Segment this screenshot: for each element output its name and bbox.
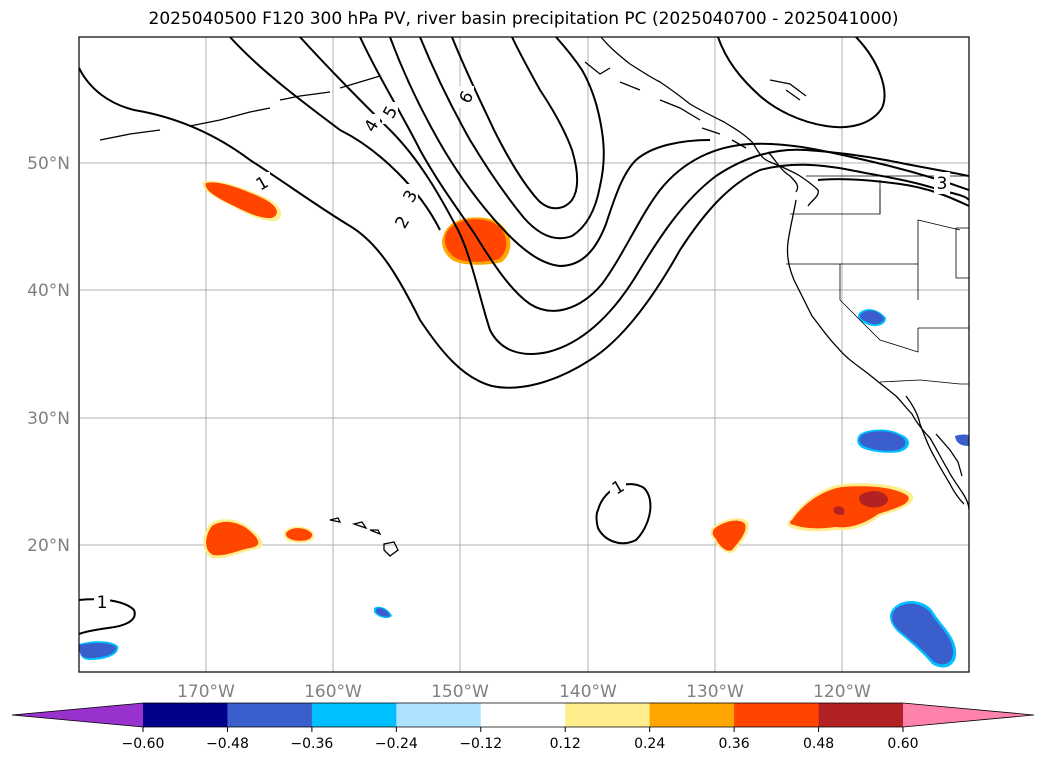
contour-label: 3	[937, 174, 948, 194]
baja-peninsula	[905, 395, 965, 505]
hawaiian-islands	[329, 517, 399, 557]
longitude-label: 160°W	[304, 682, 362, 702]
latitude-label: 40°N	[27, 281, 70, 301]
west-us-coastline	[786, 199, 969, 511]
precip-anomaly-negative	[892, 603, 954, 665]
colorbar-tick-label: −0.60	[122, 736, 165, 752]
pv-contour-4	[389, 37, 711, 268]
map-plot-area: 1 1 1 2 3 4 5 6 3	[79, 37, 969, 672]
colorbar-tick-label: −0.24	[375, 736, 418, 752]
precip-anomaly-positive	[285, 528, 313, 541]
latitude-label: 20°N	[27, 536, 70, 556]
pv-contour-1c	[717, 37, 886, 129]
colorbar-tick-label: −0.48	[206, 736, 249, 752]
coastlines	[99, 37, 969, 557]
aleutian-islands	[99, 75, 381, 141]
colorbar-tick-label: 0.12	[550, 736, 581, 752]
colorbar-segment	[734, 703, 820, 727]
colorbar-tick-label: 0.36	[719, 736, 750, 752]
longitude-label: 170°W	[177, 682, 235, 702]
alaska-islands	[584, 61, 807, 149]
colorbar-tick-label: −0.36	[290, 736, 333, 752]
pv-contour-5	[419, 37, 605, 240]
state-borders	[786, 175, 969, 385]
colorbar-segment	[818, 703, 904, 727]
precip-anomaly-negative	[79, 642, 117, 658]
longitude-label: 120°W	[813, 682, 871, 702]
colorbar-extension-low	[12, 703, 143, 727]
pv-contour-1	[79, 67, 969, 389]
precip-anomaly-positive	[712, 520, 746, 551]
bc-coastline	[767, 151, 799, 193]
pv-contour-3-east	[817, 178, 969, 207]
longitude-label: 150°W	[431, 682, 489, 702]
mexico-border	[879, 379, 969, 385]
pv-contour-6	[451, 37, 579, 210]
precip-anomaly-positive	[206, 521, 259, 556]
precip-anomaly-strong-positive	[833, 506, 845, 515]
pv-contour-3	[359, 37, 969, 312]
colorbar-tick-label: 0.48	[803, 736, 834, 752]
precip-anomaly-strong-positive	[859, 491, 888, 508]
colorbar-segment	[227, 703, 313, 727]
colorbar-segment	[649, 703, 735, 727]
precip-anomaly-positive	[789, 486, 909, 529]
colorbar-segment	[565, 703, 651, 727]
precip-positive-regions	[202, 180, 914, 559]
idaho-border	[879, 180, 961, 264]
precip-anomaly-negative	[859, 310, 884, 325]
precip-anomaly-positive	[205, 182, 277, 219]
longitude-label: 140°W	[559, 682, 617, 702]
washington-oregon-border	[790, 190, 881, 215]
contour-label: 1	[97, 593, 108, 613]
mexico-coast	[935, 433, 963, 477]
precip-anomaly-negative	[955, 434, 969, 446]
colorbar-segment	[480, 703, 566, 727]
precip-anomaly-positive	[444, 219, 507, 262]
latitude-label: 50°N	[27, 154, 70, 174]
longitude-axis: 170°W 160°W 150°W 140°W 130°W 120°W	[177, 682, 871, 702]
colorbar-tick-label: 0.24	[634, 736, 665, 752]
precip-negative-regions	[79, 309, 969, 668]
pv-contour-1-south	[79, 598, 136, 635]
longitude-label: 130°W	[686, 682, 744, 702]
colorbar-extension-high	[903, 703, 1034, 727]
latitude-label: 30°N	[27, 409, 70, 429]
oregon-california-border	[786, 263, 919, 300]
map-title: 2025040500 F120 300 hPa PV, river basin …	[148, 9, 899, 29]
colorbar: −0.60 −0.48 −0.36 −0.24 −0.12 0.12 0.24 0.36 0.4…	[11, 702, 1035, 752]
arizona-border	[955, 227, 969, 279]
colorbar-segment	[396, 703, 482, 727]
contour-label-group: 1 1 1 2 3 4 5 6 3	[94, 86, 950, 613]
colorbar-tick-label: −0.12	[459, 736, 502, 752]
alaska-coastline	[600, 37, 819, 207]
colorbar-tick-label: 0.60	[887, 736, 918, 752]
latitude-axis: 50°N 40°N 30°N 20°N	[27, 154, 70, 556]
map-frame	[78, 36, 970, 673]
precip-anomaly-negative	[376, 608, 390, 617]
colorbar-segment	[311, 703, 397, 727]
colorbar-segment	[143, 703, 228, 727]
graticule	[79, 37, 969, 672]
precip-anomaly-negative	[859, 431, 906, 451]
nevada-border	[839, 264, 919, 353]
